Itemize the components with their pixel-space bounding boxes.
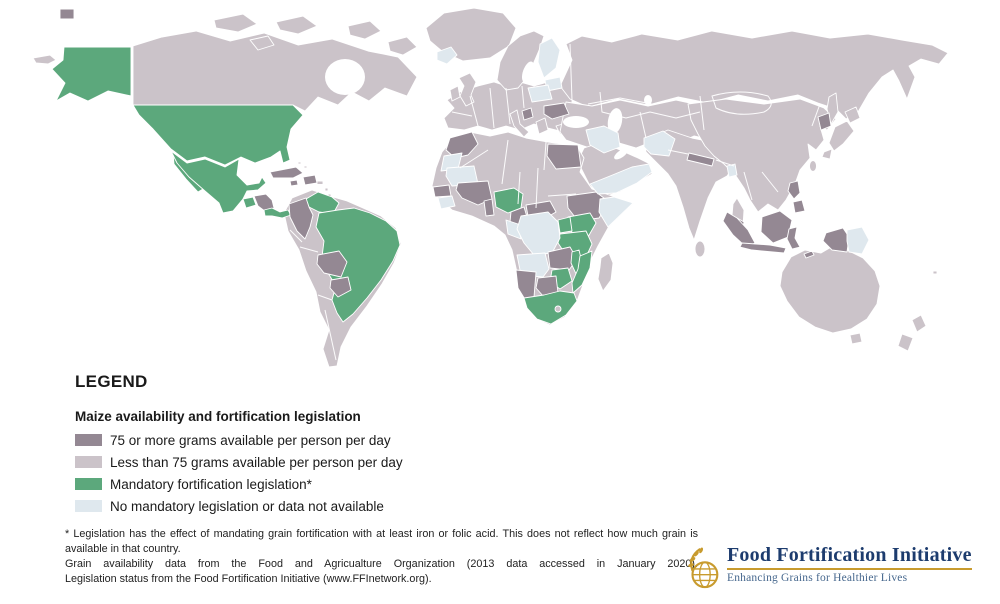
footnote-legislation: * Legislation has the effect of mandatin… (65, 528, 698, 555)
country-bosnia (521, 107, 534, 121)
country-morocco (445, 131, 479, 159)
timor (803, 250, 815, 259)
country-egypt (546, 143, 582, 170)
country-senegal (432, 184, 452, 198)
hudson-bay (325, 59, 365, 95)
gabon-congo (505, 219, 522, 240)
country-mexico (170, 150, 267, 214)
tasmania (849, 332, 863, 345)
country-sri-lanka (694, 240, 706, 258)
legend-label: Mandatory fortification legislation* (110, 477, 312, 492)
syria-iraq (585, 125, 621, 154)
country-borders (289, 43, 821, 361)
benin-togo (483, 198, 495, 217)
country-colombia (288, 197, 314, 240)
persian-gulf (614, 148, 628, 160)
country-alaska (51, 46, 132, 102)
legend-swatch-75-or-more (75, 434, 102, 446)
legend-label: Less than 75 grams available per person … (110, 455, 403, 470)
legend: LEGEND Maize availability and fortificat… (75, 372, 403, 520)
ffi-globe-icon (688, 547, 719, 589)
hispaniola (302, 174, 318, 186)
scandinavia (496, 30, 545, 91)
black-sea (563, 116, 589, 128)
java (739, 242, 787, 254)
country-paraguay (329, 276, 352, 298)
yemen-oman (589, 163, 653, 195)
legend-swatch-less-than-75 (75, 456, 102, 468)
country-north-korea (817, 112, 832, 131)
country-south-africa (523, 290, 578, 325)
legend-items: 75 or more grams available per person pe… (75, 432, 403, 520)
ffi-logo-name: Food Fortification Initiative (727, 544, 972, 570)
pacific-island (932, 270, 938, 275)
legend-label: No mandatory legislation or data not ava… (110, 499, 384, 514)
country-madagascar (597, 252, 614, 292)
country-cuba (269, 166, 304, 179)
aleutian-islands (32, 54, 57, 65)
country-guinea (437, 195, 456, 210)
country-japan (821, 106, 861, 160)
legend-subtitle: Maize availability and fortification leg… (75, 409, 361, 424)
footnote-grain-availability: Grain availability data from the Food an… (65, 558, 698, 570)
legend-swatch-mandatory (75, 478, 102, 490)
country-romania (543, 102, 570, 120)
country-bangladesh (726, 163, 738, 178)
country-guatemala (242, 196, 257, 209)
country-uganda (557, 216, 573, 234)
country-nepal (686, 152, 715, 167)
country-philippines (787, 180, 806, 214)
puerto-rico (316, 180, 324, 185)
legend-item-no-legislation: No mandatory legislation or data not ava… (75, 498, 403, 520)
footnote-legislation-status: Legislation status from the Food Fortifi… (65, 573, 432, 585)
legend-label: 75 or more grams available per person pe… (110, 433, 391, 448)
country-lesotho (554, 305, 562, 313)
country-uk (458, 72, 477, 107)
ffi-logo-tagline: Enhancing Grains for Healthier Lives (727, 572, 908, 584)
legend-item-less-than-75: Less than 75 grams available per person … (75, 454, 403, 476)
arctic-islands (213, 13, 418, 56)
country-jamaica (289, 179, 299, 187)
country-bolivia (316, 250, 348, 278)
legend-swatch-no-legislation (75, 500, 102, 512)
baltic-sea (521, 61, 535, 83)
honduras-nicaragua (253, 193, 275, 213)
legend-title: LEGEND (75, 372, 148, 391)
ffi-logo: Food Fortification Initiative Enhancing … (682, 544, 972, 592)
country-new-zealand (897, 314, 927, 352)
country-afghanistan (643, 130, 676, 157)
papua-new-guinea (846, 226, 870, 255)
country-belarus (527, 84, 553, 103)
ffi-logo-text: Food Fortification Initiative Enhancing … (727, 544, 972, 584)
country-mozambique (571, 250, 593, 294)
country-venezuela (305, 191, 340, 215)
legend-item-75-or-more: 75 or more grams available per person pe… (75, 432, 403, 454)
footnotes: * Legislation has the effect of mandatin… (65, 527, 698, 587)
country-italy (509, 109, 530, 138)
country-iceland (436, 46, 458, 65)
country-greece (535, 117, 549, 135)
country-canada (132, 30, 418, 112)
west-new-guinea (822, 227, 850, 253)
country-usa (132, 104, 304, 166)
sulawesi (786, 226, 801, 250)
country-finland (537, 37, 561, 79)
country-chukotka-wrap (59, 8, 75, 20)
mali-burkina (455, 180, 493, 206)
country-ireland (449, 85, 461, 102)
country-australia (779, 245, 881, 334)
legend-item-mandatory: Mandatory fortification legislation* (75, 476, 403, 498)
country-taiwan (809, 160, 817, 172)
country-somalia (598, 196, 634, 228)
